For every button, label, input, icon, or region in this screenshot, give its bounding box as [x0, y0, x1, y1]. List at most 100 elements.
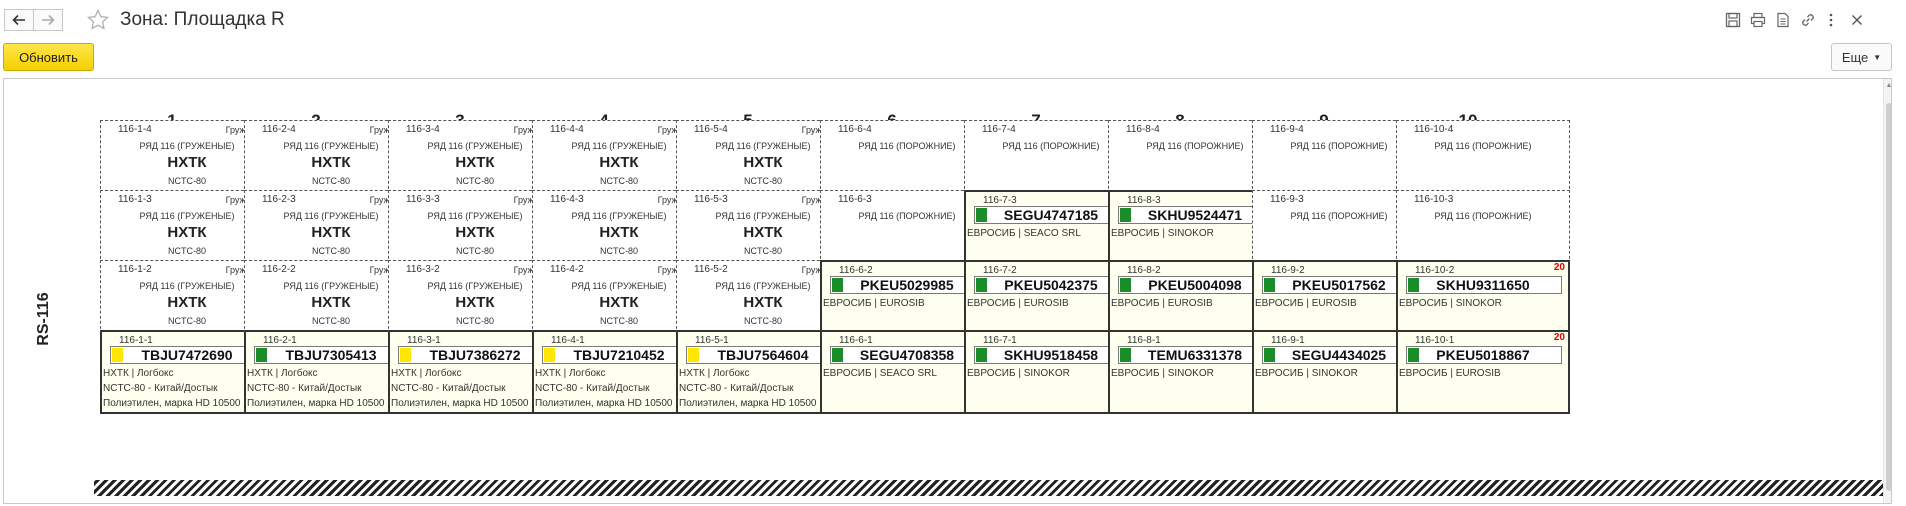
- slot-code: 116-3-3: [406, 194, 440, 205]
- container-info: Полиэтилен, марка HD 10500 FE, про: [391, 398, 562, 409]
- slot-row-label: РЯД 116 (ПОРОЖНИЕ): [1434, 141, 1532, 151]
- slot-row-label: РЯД 116 (ГРУЖЕНЫЕ): [715, 141, 811, 151]
- slot-code: 116-3-1: [407, 335, 441, 346]
- slot-tech: NCTC-80: [599, 316, 638, 326]
- slot-code: 116-6-2: [839, 265, 873, 276]
- vertical-scrollbar[interactable]: ▲: [1883, 79, 1892, 503]
- slot-tech: NCTC-80: [167, 176, 206, 186]
- container-number: PKEU5018867: [1436, 347, 1530, 363]
- slot-operator: НХТК: [599, 294, 639, 311]
- arrow-right-icon: [42, 14, 55, 26]
- container-number: TBJU7386272: [429, 347, 521, 363]
- container-box[interactable]: PKEU5042375: [974, 276, 1130, 294]
- slot-code: 116-6-1: [839, 335, 873, 346]
- scroll-up-icon[interactable]: ▲: [1885, 82, 1892, 89]
- slot-code: 116-10-1: [1415, 335, 1455, 346]
- zone-label: RS-116: [35, 292, 52, 346]
- status-swatch: [544, 348, 555, 362]
- container-box[interactable]: SEGU4708358: [830, 346, 986, 364]
- document-icon[interactable]: [1774, 11, 1792, 29]
- status-swatch: [976, 208, 987, 222]
- link-icon[interactable]: [1799, 11, 1817, 29]
- arrow-left-icon: [12, 14, 25, 26]
- container-box[interactable]: SKHU9311650: [1406, 276, 1562, 294]
- slot-tech: NCTC-80: [167, 316, 206, 326]
- ground-hatch: [94, 480, 1883, 496]
- slot-operator: НХТК: [311, 294, 351, 311]
- container-box[interactable]: PKEU5004098: [1118, 276, 1274, 294]
- slot-tech: NCTC-80: [599, 246, 638, 256]
- container-box[interactable]: SKHU9518458: [974, 346, 1130, 364]
- status-swatch: [1408, 278, 1419, 292]
- container-box[interactable]: TBJU7210452: [542, 346, 698, 364]
- container-box[interactable]: TBJU7305413: [254, 346, 410, 364]
- container-info: НХТК | Логбокс: [103, 368, 174, 379]
- container-info: ЕВРОСИБ | EUROSIB: [1399, 368, 1501, 379]
- slot-row-label: РЯД 116 (ПОРОЖНИЕ): [1146, 141, 1244, 151]
- container-number: SEGU4708358: [859, 347, 955, 363]
- container-info: NCTC-80 - Китай/Достык: [391, 383, 506, 394]
- container-number: PKEU5004098: [1148, 277, 1242, 293]
- container-box[interactable]: PKEU5017562: [1262, 276, 1418, 294]
- slot-operator: НХТК: [311, 154, 351, 171]
- slot-code: 116-7-2: [983, 265, 1017, 276]
- container-box[interactable]: TBJU7386272: [398, 346, 554, 364]
- slot-code: 116-9-1: [1271, 335, 1305, 346]
- slot-occupied[interactable]: 116-10-1 20 PKEU5018867 ЕВРОСИБ | EUROSIB: [1396, 330, 1570, 414]
- slot-operator: НХТК: [167, 294, 207, 311]
- slot-code: 116-4-2: [550, 264, 584, 275]
- slot-row-label: РЯД 116 (ГРУЖЕНЫЕ): [139, 281, 235, 291]
- close-icon[interactable]: [1848, 11, 1866, 29]
- container-info: NCTC-80 - Китай/Достык: [247, 383, 362, 394]
- slot-code: 116-5-1: [695, 335, 729, 346]
- slot-code: 116-1-4: [118, 124, 152, 135]
- slot-code: 116-8-4: [1126, 124, 1160, 135]
- container-box[interactable]: PKEU5018867: [1406, 346, 1562, 364]
- star-icon[interactable]: [86, 8, 110, 32]
- scroll-thumb[interactable]: [1886, 103, 1891, 491]
- container-info: НХТК | Логбокс: [247, 368, 318, 379]
- status-swatch: [832, 278, 843, 292]
- slot-code: 116-3-4: [406, 124, 440, 135]
- container-number: TBJU7305413: [285, 347, 377, 363]
- container-info: Полиэтилен, марка HD 10500 FE, про: [247, 398, 418, 409]
- more-button-label: Еще: [1841, 49, 1869, 65]
- slot-code: 116-1-1: [119, 335, 153, 346]
- status-swatch: [112, 348, 123, 362]
- slot-operator: НХТК: [455, 224, 495, 241]
- container-box[interactable]: SEGU4434025: [1262, 346, 1418, 364]
- save-icon[interactable]: [1724, 11, 1742, 29]
- status-swatch: [832, 348, 843, 362]
- status-swatch: [400, 348, 411, 362]
- print-icon[interactable]: [1749, 11, 1767, 29]
- slot-row-label: РЯД 116 (ГРУЖЕНЫЕ): [283, 141, 379, 151]
- container-box[interactable]: PKEU5029985: [830, 276, 986, 294]
- container-info: ЕВРОСИБ | EUROSIB: [823, 298, 925, 309]
- status-swatch: [1264, 278, 1275, 292]
- container-box[interactable]: TBJU7472690: [110, 346, 266, 364]
- container-info: Полиэтилен, марка HD 10500 FE, про: [535, 398, 706, 409]
- slot-operator: НХТК: [455, 154, 495, 171]
- slot-occupied[interactable]: 116-1-15TBJU7472690НХТК | ЛогбоксNCTC-80…: [100, 330, 274, 414]
- status-swatch: [976, 278, 987, 292]
- container-box[interactable]: TEMU6331378: [1118, 346, 1274, 364]
- slot-code: 116-8-2: [1127, 265, 1161, 276]
- slot-row-label: РЯД 116 (ГРУЖЕНЫЕ): [283, 211, 379, 221]
- slot-code: 116-7-1: [983, 335, 1017, 346]
- forward-button[interactable]: [33, 9, 63, 31]
- slot-code: 116-8-1: [1127, 335, 1161, 346]
- back-button[interactable]: [4, 9, 34, 31]
- slot-code: 116-5-2: [694, 264, 728, 275]
- container-box[interactable]: SKHU9524471: [1118, 206, 1274, 224]
- refresh-button[interactable]: Обновить: [3, 43, 94, 71]
- slot-row-label: РЯД 116 (ГРУЖЕНЫЕ): [427, 141, 523, 151]
- container-box[interactable]: SEGU4747185: [974, 206, 1130, 224]
- container-info: ЕВРОСИБ | EUROSIB: [1111, 298, 1213, 309]
- container-number: PKEU5017562: [1292, 277, 1386, 293]
- more-vertical-icon[interactable]: [1822, 11, 1840, 29]
- more-button[interactable]: Еще ▼: [1831, 43, 1892, 71]
- container-box[interactable]: TBJU7564604: [686, 346, 842, 364]
- slot-row-label: РЯД 116 (ГРУЖЕНЫЕ): [571, 211, 667, 221]
- container-number: TBJU7564604: [717, 347, 809, 363]
- slot-row-label: РЯД 116 (ГРУЖЕНЫЕ): [715, 281, 811, 291]
